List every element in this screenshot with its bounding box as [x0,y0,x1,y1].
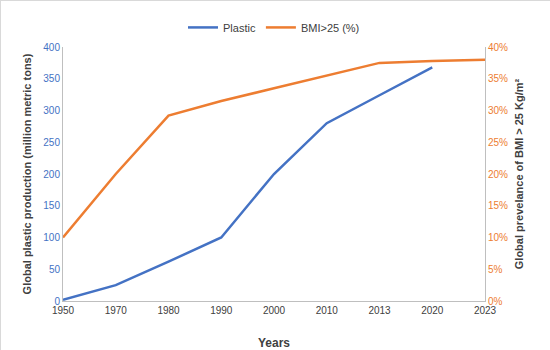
svg-text:1980: 1980 [157,305,180,316]
svg-text:250: 250 [43,137,60,148]
svg-text:10%: 10% [488,232,508,243]
svg-text:2010: 2010 [316,305,339,316]
svg-text:35%: 35% [488,73,508,84]
svg-text:300: 300 [43,105,60,116]
svg-text:30%: 30% [488,105,508,116]
svg-text:Plastic: Plastic [223,22,256,34]
svg-text:5%: 5% [488,264,503,275]
svg-text:100: 100 [43,232,60,243]
svg-text:400: 400 [43,42,60,53]
svg-text:25%: 25% [488,137,508,148]
svg-text:2023: 2023 [474,305,497,316]
svg-text:350: 350 [43,73,60,84]
svg-text:20%: 20% [488,169,508,180]
svg-text:200: 200 [43,169,60,180]
svg-text:2000: 2000 [263,305,286,316]
svg-text:2013: 2013 [368,305,391,316]
svg-text:1950: 1950 [52,305,75,316]
svg-text:2020: 2020 [421,305,444,316]
svg-text:15%: 15% [488,200,508,211]
svg-text:Global plastic production (mil: Global plastic production (million metri… [21,53,33,294]
svg-text:0%: 0% [488,296,503,307]
svg-text:BMI>25 (%): BMI>25 (%) [301,22,359,34]
svg-text:40%: 40% [488,42,508,53]
svg-text:1970: 1970 [105,305,128,316]
svg-text:150: 150 [43,200,60,211]
svg-text:1990: 1990 [210,305,233,316]
svg-text:50: 50 [49,264,61,275]
svg-text:Years: Years [258,336,290,350]
svg-text:Global prevelance of BMI > 25: Global prevelance of BMI > 25 Kg/m² [513,78,525,269]
svg-text:0: 0 [54,296,60,307]
